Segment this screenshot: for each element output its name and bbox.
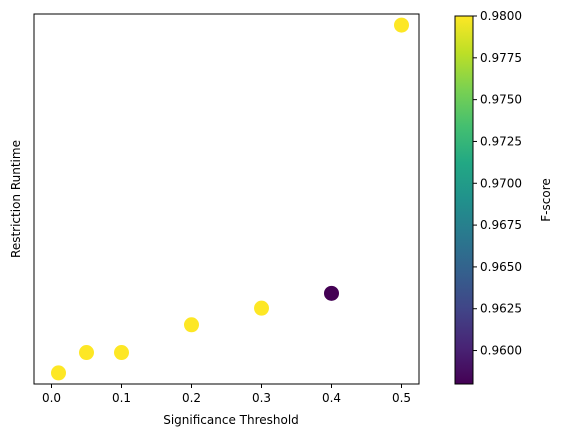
data-point-2	[79, 345, 94, 361]
data-point-7	[394, 17, 409, 33]
x-tick-label: 0.2	[182, 391, 201, 405]
colorbar-ticks: 0.9600 0.9625 0.9650 0.9675 0.9700 0.9725 0.97…	[473, 9, 522, 358]
plot-frame	[33, 13, 420, 385]
colorbar-label: F-score	[539, 178, 553, 221]
colorbar-tick-label: 0.9750	[480, 93, 522, 107]
x-tick-label: 0.3	[252, 391, 271, 405]
data-point-4	[184, 317, 199, 333]
colorbar-tick-label: 0.9600	[480, 344, 522, 358]
colorbar-tick-label: 0.9650	[480, 260, 522, 274]
colorbar-tick-label: 0.9775	[480, 51, 522, 65]
colorbar-tick-label: 0.9700	[480, 176, 522, 190]
y-axis-label: Restriction Runtime	[9, 140, 23, 258]
colorbar-tick-label: 0.9725	[480, 134, 522, 148]
plot-area: 0.0 0.1 0.2 0.3 0.4 0.5	[33, 13, 420, 405]
data-point-1	[51, 365, 66, 381]
x-tick-label: 0.0	[42, 391, 61, 405]
colorbar-tick-label: 0.9675	[480, 218, 522, 232]
data-point-3	[114, 345, 129, 361]
x-axis-label: Significance Threshold	[163, 413, 299, 427]
colorbar: 0.9600 0.9625 0.9650 0.9675 0.9700 0.9725 0.97…	[454, 9, 553, 385]
x-tick-label: 0.5	[392, 391, 411, 405]
data-points	[51, 17, 409, 381]
data-point-6	[324, 285, 339, 301]
colorbar-tick-label: 0.9800	[480, 9, 522, 23]
x-tick-label: 0.4	[322, 391, 341, 405]
x-axis-ticks: 0.0 0.1 0.2 0.3 0.4 0.5	[42, 384, 411, 405]
data-point-5	[254, 300, 269, 316]
x-tick-label: 0.1	[112, 391, 131, 405]
colorbar-gradient	[454, 15, 474, 385]
colorbar-tick-label: 0.9625	[480, 302, 522, 316]
